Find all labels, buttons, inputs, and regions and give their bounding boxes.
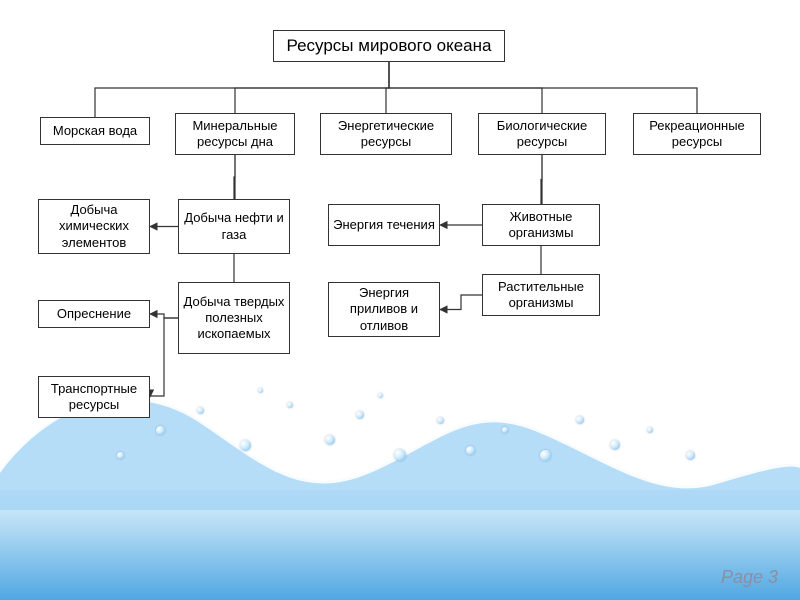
bubble xyxy=(647,427,653,433)
node-desal: Опреснение xyxy=(38,300,150,328)
bubble xyxy=(156,426,165,435)
bubble xyxy=(378,393,383,398)
bubble xyxy=(540,450,551,461)
node-oilgas: Добыча нефти и газа xyxy=(178,199,290,254)
node-root: Ресурсы мирового океана xyxy=(273,30,505,62)
bubble xyxy=(394,449,406,461)
node-energy: Энергетические ресурсы xyxy=(320,113,452,155)
bubble xyxy=(466,446,475,455)
bubble xyxy=(356,411,364,419)
bubble xyxy=(240,440,251,451)
bubble xyxy=(117,452,124,459)
node-bio: Биологические ресурсы xyxy=(478,113,606,155)
node-current: Энергия течения xyxy=(328,204,440,246)
node-mineral: Минеральные ресурсы дна xyxy=(175,113,295,155)
node-solids: Добыча твердых полезных ископаемых xyxy=(178,282,290,354)
node-animals: Животные организмы xyxy=(482,204,600,246)
bubble xyxy=(576,416,584,424)
page-number: Page 3 xyxy=(721,567,778,588)
diagram-stage: Ресурсы мирового океана Морская вода Минер… xyxy=(0,0,800,600)
bubble xyxy=(437,417,444,424)
bubble xyxy=(258,388,263,393)
bubble xyxy=(197,407,204,414)
node-recreation: Рекреационные ресурсы xyxy=(633,113,761,155)
node-chem: Добыча химических элементов xyxy=(38,199,150,254)
bubble xyxy=(686,451,695,460)
water-wave xyxy=(0,350,800,510)
node-plants: Растительные организмы xyxy=(482,274,600,316)
bubble xyxy=(287,402,293,408)
bubble xyxy=(502,427,508,433)
bubble xyxy=(325,435,335,445)
node-transport: Транспортные ресурсы xyxy=(38,376,150,418)
bubble xyxy=(610,440,620,450)
node-sea_water: Морская вода xyxy=(40,117,150,145)
node-tides: Энергия приливов и отливов xyxy=(328,282,440,337)
